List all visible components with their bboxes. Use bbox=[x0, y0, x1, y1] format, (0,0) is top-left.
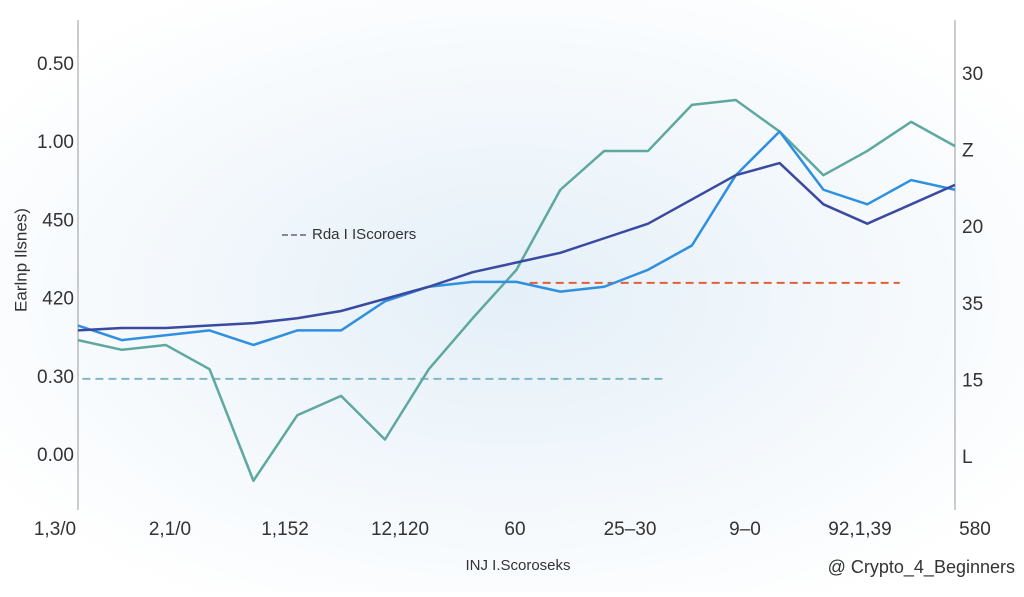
y2-tick-label: L bbox=[962, 447, 973, 468]
line-series bbox=[77, 98, 956, 482]
y-tick-label: 0.50 bbox=[37, 54, 74, 75]
x-axis-label: INJ I.Scoroseks bbox=[465, 557, 570, 574]
y2-tick-label: 30 bbox=[962, 64, 983, 85]
watermark: @ Crypto_4_Beginners bbox=[828, 557, 1015, 578]
line-series bbox=[77, 161, 956, 332]
x-tick-label: 25–30 bbox=[604, 519, 657, 540]
y2-tick-label: 35 bbox=[962, 294, 983, 315]
y-tick-label: 420 bbox=[42, 289, 74, 310]
y-tick-label: 450 bbox=[42, 210, 74, 231]
x-tick-label: 580 bbox=[959, 519, 991, 540]
x-tick-label: 1,152 bbox=[261, 519, 309, 540]
x-tick-label: 12,120 bbox=[371, 519, 429, 540]
y2-tick-label: 20 bbox=[962, 217, 983, 238]
x-tick-label: 92,1,39 bbox=[828, 519, 891, 540]
x-tick-label: 1,3/0 bbox=[34, 519, 76, 540]
x-tick-label: 9–0 bbox=[729, 519, 761, 540]
line-series bbox=[77, 130, 956, 347]
y2-tick-label: Z bbox=[962, 141, 974, 162]
y-tick-label: 0.00 bbox=[37, 445, 74, 466]
legend-label: Rda I IScoroers bbox=[312, 226, 416, 243]
x-tick-label: 2,1/0 bbox=[149, 519, 191, 540]
y-tick-label: 1.00 bbox=[37, 132, 74, 153]
y-tick-label: 0.30 bbox=[37, 367, 74, 388]
y-axis-label: Earlnp Ilsnes) bbox=[11, 208, 30, 312]
y2-tick-label: 15 bbox=[962, 370, 983, 391]
x-tick-label: 60 bbox=[504, 519, 525, 540]
